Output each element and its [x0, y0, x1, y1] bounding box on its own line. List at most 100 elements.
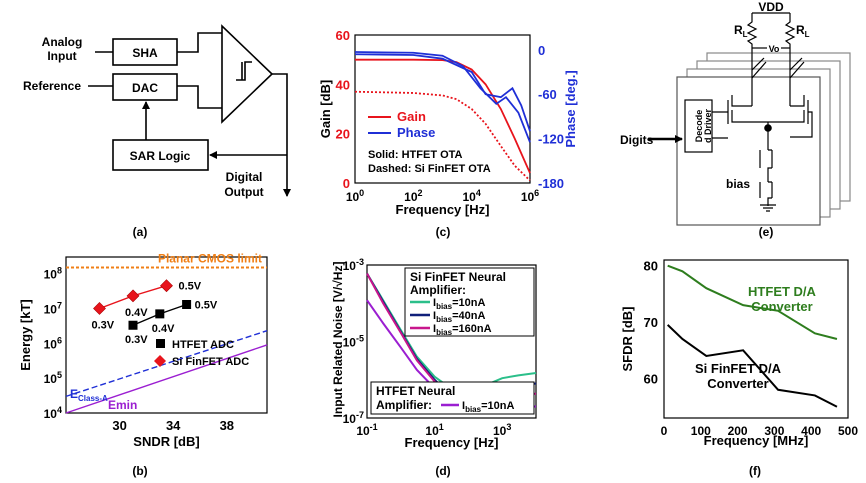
analog-input-label-1: Analog	[42, 35, 83, 49]
rl-left-resistor	[746, 13, 758, 48]
chart-c-legend-1: Phase	[397, 125, 435, 140]
chart-d-xtick-2: 103	[493, 422, 511, 438]
chart-c-series-2	[354, 51, 531, 143]
chart-b-marker-1-0	[93, 302, 106, 315]
chart-c-ytick-2: 40	[336, 77, 350, 92]
chart-f-ylabel: SFDR [dB]	[620, 307, 635, 372]
rl-right-resistor	[784, 13, 796, 48]
chart-b-ytick-1-exp: 5	[57, 370, 62, 380]
chart-b-ytick-0-base: 10	[44, 407, 58, 421]
chart-b-ytick-0: 104	[44, 405, 62, 421]
decoder-outputs	[712, 111, 728, 139]
chart-b-xlabel: SNDR [dB]	[133, 434, 199, 449]
chart-b-eclassa-base: E	[70, 387, 78, 401]
chart-b-panel-label: (b)	[132, 464, 147, 478]
chart-c-xlabel: Frequency [Hz]	[396, 202, 490, 217]
chart-c-series-0	[355, 58, 531, 174]
chart-f-ytick-1: 70	[644, 315, 658, 330]
chart-b-marker-1-2	[160, 279, 173, 293]
comparator-triangle	[221, 24, 274, 124]
chart-d-legend-row-2-pre: I	[433, 323, 436, 335]
chart-c-series-1	[354, 90, 531, 182]
chart-c-note-0: Solid: HTFET OTA	[368, 149, 463, 161]
right-gate-wire	[790, 111, 813, 138]
chart-f-xtick-1: 100	[691, 424, 711, 438]
chart-c-ytick-3: 60	[336, 28, 350, 43]
vdd-label: VDD	[758, 0, 784, 14]
bias-label: bias	[726, 177, 750, 191]
chart-d-legend-row-0-sub: bias	[436, 302, 453, 311]
chart-d-xtick-1-exp: 1	[439, 422, 444, 432]
chart-f-ytick-2: 80	[644, 259, 658, 274]
decoder-label-1: Decode	[694, 110, 704, 143]
chart-d-legend-row-2-post: =160nA	[452, 323, 491, 335]
chart-f-xtick-4: 400	[801, 424, 821, 438]
chart-c-y2tick-2: -120	[538, 132, 564, 147]
chart-f-xtick-5: 500	[838, 424, 858, 438]
panel-e-label: (e)	[759, 225, 774, 239]
chart-f-ytick-0: 60	[644, 372, 658, 387]
rl-right-label: RL	[796, 23, 810, 39]
chart-f-xtick-2: 200	[728, 424, 748, 438]
chart-f-label-1-0: Si FinFET D/A	[695, 361, 782, 376]
chart-c-ytick-1: 20	[336, 127, 350, 142]
chart-b-series-3	[65, 344, 268, 414]
chart-c-series-3	[354, 53, 531, 132]
chart-b-eclassa-label: EClass-A	[70, 387, 108, 403]
ground-symbol	[760, 204, 776, 212]
chart-c-xtick-2-base: 10	[462, 190, 476, 204]
chart-b-ylabel: Energy [kT]	[18, 299, 33, 371]
chart-b-label-1-2: 0.5V	[179, 281, 202, 293]
chart-b-marker-1-1	[126, 289, 140, 303]
chart-d-legend2-row: Ibias=10nA	[462, 400, 514, 414]
chart-b-ytick-0-exp: 4	[57, 405, 62, 415]
chart-f-label-1-1: Converter	[707, 376, 768, 391]
chart-d-ytick-0-exp: -7	[356, 410, 364, 420]
sha-label: SHA	[132, 46, 158, 60]
chart-b-ytick-1-base: 10	[44, 372, 58, 386]
reference-label: Reference	[23, 79, 81, 93]
stack-diag-1	[751, 61, 767, 79]
chart-c-xtick-0: 100	[346, 188, 364, 204]
chart-b-emin-label: Emin	[108, 398, 137, 412]
dac-to-comparator-wire	[177, 85, 222, 109]
panel-a-label: (a)	[133, 225, 148, 239]
chart-c-note-1: Dashed: Si FinFET OTA	[368, 163, 491, 175]
sha-to-comparator-wire	[177, 32, 222, 53]
stack-diag-4	[789, 57, 803, 71]
chart-b-ytick-4-exp: 8	[57, 266, 62, 276]
chart-c-y2tick-1: -60	[538, 87, 557, 102]
left-diff-transistor	[727, 95, 768, 124]
chart-c-xtick-1: 102	[404, 188, 422, 204]
chart-d-legend-row-0-pre: I	[433, 297, 436, 309]
stack-diag-2	[789, 61, 805, 79]
dac-block	[112, 73, 178, 101]
chart-b-xtick-1: 34	[166, 418, 181, 433]
chart-d-ytick-1: 10-5	[343, 334, 364, 350]
chart-c-y2tick-0: 0	[538, 43, 545, 58]
chart-f-label-0-0: HTFET D/A	[748, 284, 816, 299]
chart-b-ytick-1: 105	[44, 370, 62, 386]
chart-b-legend-0: HTFET ADC	[172, 339, 234, 351]
chart-b-xtick-0: 30	[112, 418, 126, 433]
chart-d-ytick-0: 10-7	[343, 410, 364, 426]
chart-d-xtick-0-base: 10	[356, 424, 370, 438]
chart-f-series-1	[666, 324, 838, 408]
chart-b-ytick-4: 108	[44, 266, 62, 282]
rl-right-r: R	[796, 23, 805, 37]
chart-b-eclassa-sub: Class-A	[78, 394, 108, 403]
chart-d-xlabel: Frequency [Hz]	[405, 435, 499, 450]
chart-d-ytick-2: 10-3	[343, 257, 364, 273]
chart-d-frame	[366, 264, 537, 419]
chart-d-xtick-0-exp: -1	[370, 422, 378, 432]
chart-d-legend-row-1: Ibias=40nA	[433, 310, 485, 324]
chart-b-marker-0-0	[128, 320, 138, 330]
comparator-output-wire	[272, 73, 291, 197]
rl-left-r: R	[734, 23, 743, 37]
chart-d-xtick-1: 101	[425, 422, 443, 438]
chart-b-ytick-2-exp: 6	[57, 335, 62, 345]
bias-transistor	[759, 122, 773, 176]
chart-b-marker-0-2	[182, 299, 192, 309]
